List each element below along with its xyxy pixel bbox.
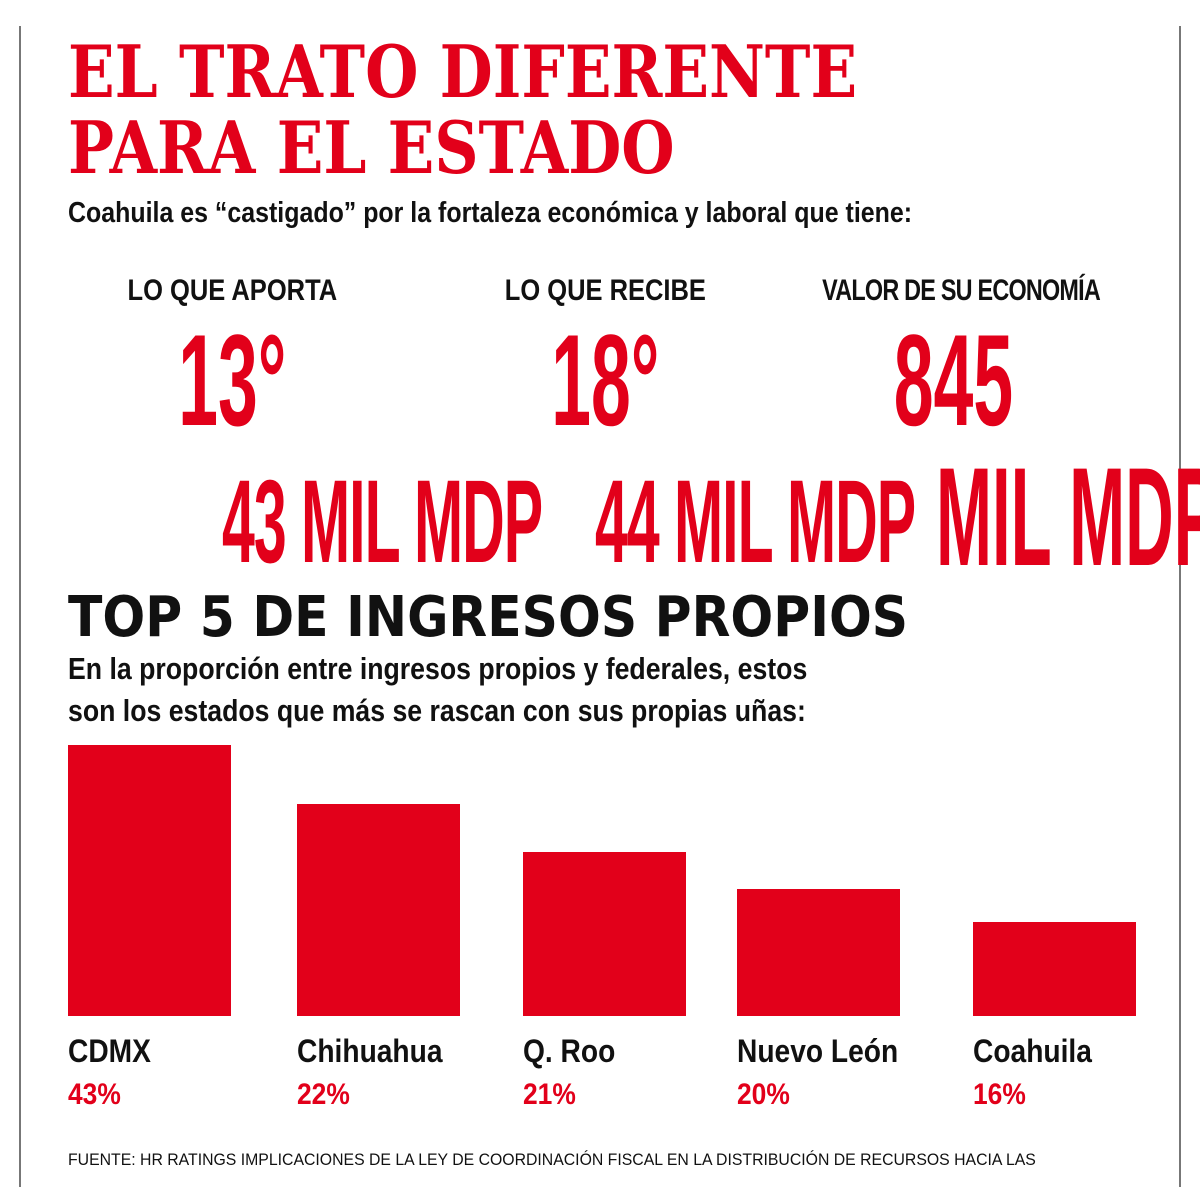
right-border <box>1179 26 1181 1187</box>
source-footer: FUENTE: HR RATINGS IMPLICACIONES DE LA L… <box>68 1150 1036 1169</box>
stat-label: LO QUE RECIBE <box>504 274 706 307</box>
chart-subtitle-2: son los estados que más se rascan con su… <box>68 693 806 728</box>
stat-rank: 845 <box>893 307 1013 453</box>
bar-coahuila <box>973 922 1136 1016</box>
stat-amount: MIL MDP <box>936 438 1200 595</box>
value-label: 20% <box>737 1078 790 1111</box>
stat-rank: 13° <box>177 307 287 453</box>
value-label: 21% <box>523 1078 576 1111</box>
category-label: Nuevo León <box>737 1033 899 1069</box>
stat-amount: 43 MIL MDP <box>222 456 543 588</box>
value-label: 16% <box>973 1078 1026 1111</box>
stat-rank: 18° <box>550 307 660 453</box>
category-label: CDMX <box>68 1033 151 1069</box>
chart-subtitle-1: En la proporción entre ingresos propios … <box>68 651 808 686</box>
bar-chihuahua <box>297 804 460 1016</box>
title-line-1: EL TRATO DIFERENTE <box>68 29 858 114</box>
category-label: Coahuila <box>973 1033 1092 1069</box>
value-label: 22% <box>297 1078 350 1111</box>
bar-cdmx <box>68 745 231 1016</box>
stat-amount: 44 MIL MDP <box>595 456 916 588</box>
title-line-2: PARA EL ESTADO <box>68 105 675 190</box>
stat-recibe: LO QUE RECIBE 18° 44 MIL MDP <box>435 274 916 581</box>
stat-aporta: LO QUE APORTA 13° 43 MIL MDP <box>62 274 543 581</box>
stat-label: VALOR DE SU ECONOMÍA <box>822 274 1101 307</box>
bar-nuevo-le-n <box>737 889 900 1016</box>
left-border <box>19 26 21 1187</box>
bar-q-roo <box>523 852 686 1016</box>
category-label: Q. Roo <box>523 1033 616 1069</box>
chart-title: TOP 5 DE INGRESOS PROPIOS <box>68 585 909 650</box>
subtitle: Coahuila es “castigado” por la fortaleza… <box>68 197 913 229</box>
value-label: 43% <box>68 1078 121 1111</box>
category-label: Chihuahua <box>297 1033 443 1069</box>
stat-economia: VALOR DE SU ECONOMÍA 845 MIL MDP <box>783 274 1200 587</box>
stat-label: LO QUE APORTA <box>127 274 337 307</box>
